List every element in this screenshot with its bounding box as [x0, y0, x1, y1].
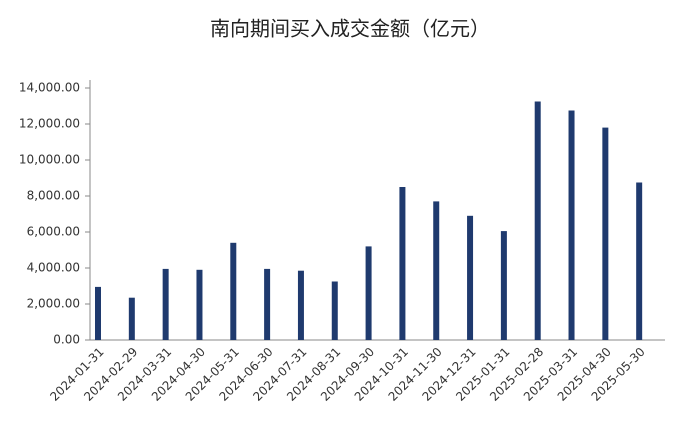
bar [399, 187, 406, 340]
y-tick-label: 2,000.00 [27, 297, 80, 311]
bar [331, 281, 338, 340]
y-tick-label: 4,000.00 [27, 261, 80, 275]
y-tick-label: 10,000.00 [19, 153, 80, 167]
bar [602, 127, 609, 340]
bar [433, 201, 440, 340]
bar [467, 215, 474, 340]
y-tick-label: 12,000.00 [19, 117, 80, 131]
bar [162, 268, 169, 340]
bar [128, 297, 135, 340]
bar [500, 231, 507, 340]
y-tick-label: 8,000.00 [27, 189, 80, 203]
chart-title: 南向期间买入成交金额（亿元） [210, 17, 490, 41]
y-tick-label: 0.00 [53, 333, 80, 347]
bar [95, 286, 101, 340]
bar [230, 242, 237, 340]
bar [264, 268, 271, 340]
bar [636, 182, 643, 340]
bar [297, 270, 304, 340]
y-tick-label: 6,000.00 [27, 225, 80, 239]
bar [568, 110, 575, 340]
bar [365, 246, 372, 340]
y-tick-label: 14,000.00 [19, 81, 80, 95]
bar [196, 269, 203, 340]
bar [534, 101, 541, 340]
